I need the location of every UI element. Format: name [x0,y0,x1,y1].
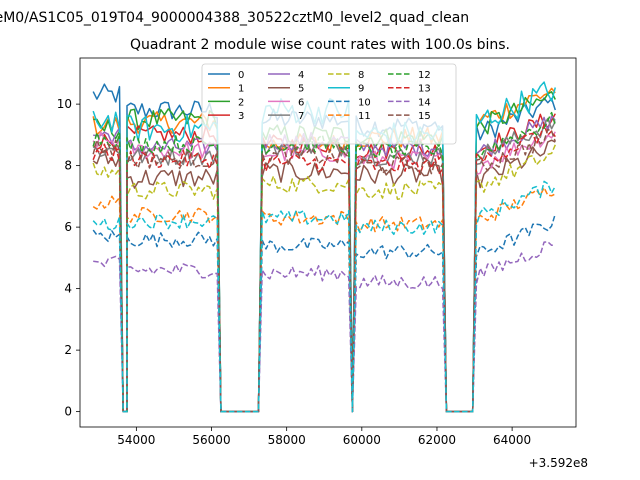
y-tick-label: 6 [64,220,72,234]
legend-label-7: 7 [298,111,304,122]
legend-label-13: 13 [418,84,431,95]
x-tick-label: 60000 [343,433,381,447]
x-tick-label: 56000 [192,433,230,447]
legend-label-12: 12 [418,70,431,81]
legend-label-10: 10 [358,97,371,108]
legend-label-8: 8 [358,70,364,81]
legend-label-6: 6 [298,97,304,108]
plot-frame [79,57,577,428]
y-tick-label: 0 [64,405,72,419]
legend-box [201,63,457,145]
x-tick-label: 62000 [418,433,456,447]
legend-label-9: 9 [358,84,364,95]
series-line-13 [92,123,556,413]
x-offset-label: +3.592e8 [529,456,588,470]
plot-title: Quadrant 2 module wise count rates with … [130,37,510,53]
x-tick-label: 64000 [493,433,531,447]
series-line-11 [92,186,556,413]
x-tick-label: 54000 [117,433,155,447]
legend-label-14: 14 [418,97,431,108]
y-tick-label: 2 [64,343,72,357]
x-tick-label: 58000 [268,433,306,447]
y-tick-label: 10 [57,97,72,111]
legend-label-3: 3 [238,111,244,122]
legend-label-11: 11 [358,111,371,122]
figure-suptitle: a file: modeM0/AS1C05_019T04_9000004388_… [0,10,470,26]
series-line-14 [93,241,556,413]
series-line-15 [92,128,557,413]
series-line-8 [92,144,556,413]
y-tick-label: 8 [64,159,72,173]
legend-label-15: 15 [418,111,431,122]
series-line-6 [92,131,556,413]
legend-label-5: 5 [298,84,304,95]
legend-label-2: 2 [238,97,244,108]
series-line-extra-16 [92,180,556,413]
y-tick-label: 4 [64,282,72,296]
legend-label-0: 0 [238,70,244,81]
series-line-10 [92,213,557,413]
legend-label-1: 1 [238,84,244,95]
legend-label-4: 4 [298,70,304,81]
